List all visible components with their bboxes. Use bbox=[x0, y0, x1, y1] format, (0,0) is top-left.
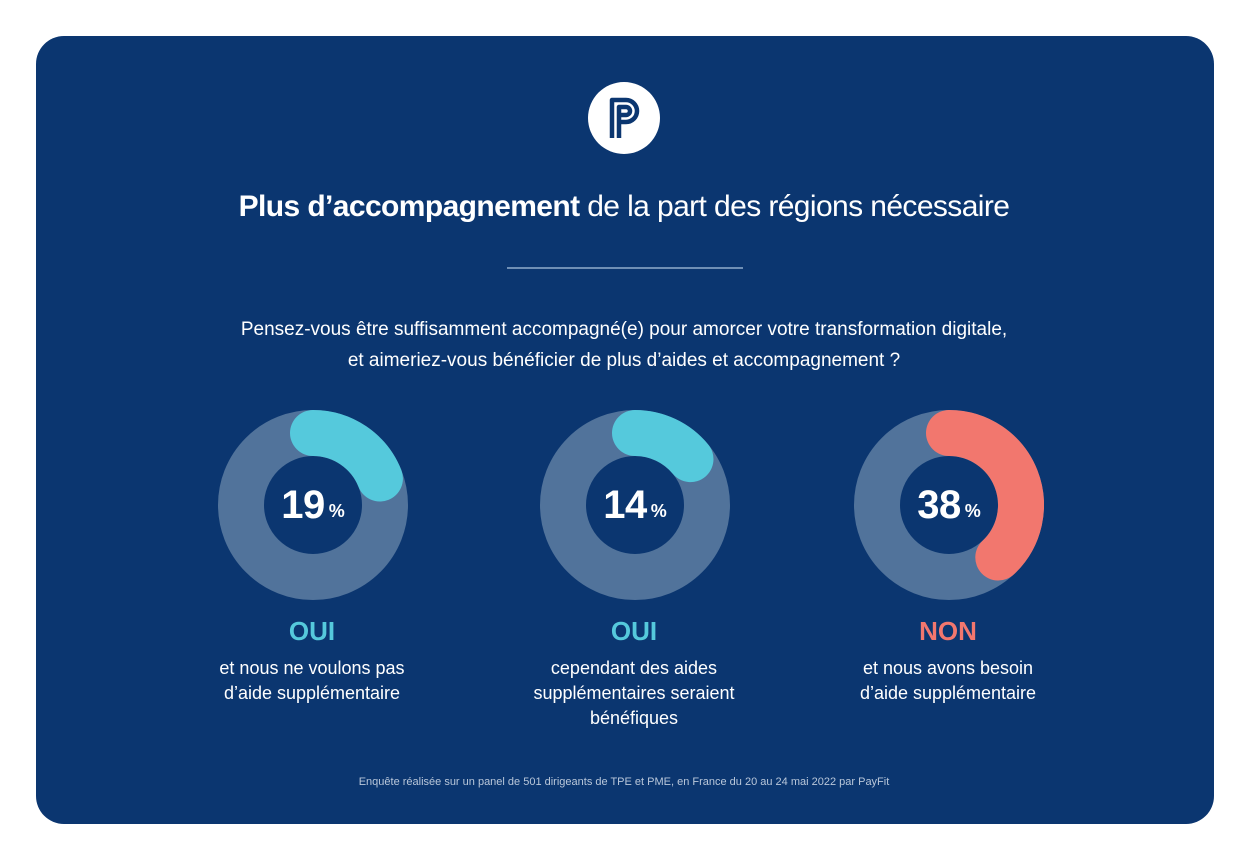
donut-chart-1 bbox=[218, 410, 408, 600]
page-title: Plus d’accompagnement de la part des rég… bbox=[0, 190, 1248, 224]
description-line: et nous ne voulons pas bbox=[219, 658, 405, 678]
donut-chart-3 bbox=[854, 410, 1044, 600]
payfit-logo bbox=[588, 82, 660, 154]
title-rest: de la part des régions nécessaire bbox=[579, 190, 1010, 223]
description-line: bénéfiques bbox=[589, 708, 679, 728]
percentage-value-3: 38 bbox=[917, 482, 961, 527]
donut-arc-3 bbox=[926, 410, 1044, 581]
description-line: supplémentaires seraient bbox=[533, 683, 735, 703]
question-line-1: Pensez-vous être suffisamment accompagné… bbox=[240, 319, 1008, 340]
description-line: d’aide supplémentaire bbox=[859, 683, 1037, 703]
percentage-value-1: 19 bbox=[281, 482, 325, 527]
donut-chart-2 bbox=[540, 410, 730, 600]
survey-question: Pensez-vous être suffisamment accompagné… bbox=[0, 314, 1248, 376]
description-line: d’aide supplémentaire bbox=[223, 683, 401, 703]
answer-label-1: OUI bbox=[288, 616, 336, 646]
description-line: cependant des aides bbox=[550, 658, 718, 678]
percentage-label-3: 38% bbox=[854, 410, 1044, 600]
description-line: et nous avons besoin bbox=[862, 658, 1034, 678]
percent-sign-2: % bbox=[650, 500, 667, 521]
donut-arc-1 bbox=[290, 410, 403, 502]
answer-description-2: cependant des aides supplémentaires sera… bbox=[484, 656, 784, 731]
percent-sign-1: % bbox=[328, 500, 345, 521]
answer-description-1: et nous ne voulons pas d’aide supplément… bbox=[162, 656, 462, 706]
title-bold: Plus d’accompagnement bbox=[238, 190, 580, 223]
percentage-value-2: 14 bbox=[603, 482, 647, 527]
title-divider bbox=[507, 267, 743, 269]
answer-description-3: et nous avons besoin d’aide supplémentai… bbox=[798, 656, 1098, 706]
p-logo-icon bbox=[609, 97, 640, 138]
answer-label-3: NON bbox=[919, 616, 977, 646]
donut-arc-2 bbox=[612, 410, 714, 483]
percentage-label-1: 19% bbox=[218, 410, 408, 600]
percent-sign-3: % bbox=[964, 500, 981, 521]
percentage-label-2: 14% bbox=[540, 410, 730, 600]
question-line-2: et aimeriez-vous bénéficier de plus d’ai… bbox=[347, 350, 901, 371]
survey-footnote: Enquête réalisée sur un panel de 501 dir… bbox=[358, 776, 890, 788]
answer-label-2: OUI bbox=[610, 616, 658, 646]
